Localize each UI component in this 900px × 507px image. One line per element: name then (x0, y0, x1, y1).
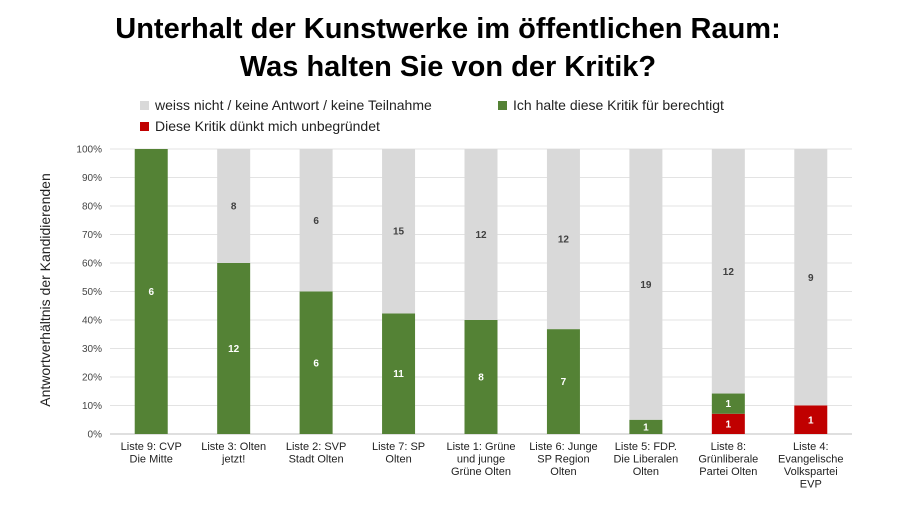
data-label: 7 (561, 377, 567, 388)
bar-justified (629, 419, 663, 434)
category-label: Grünliberale (698, 454, 758, 466)
category-label: Liste 5: FDP. (615, 441, 677, 453)
legend-swatch-unfounded (140, 122, 149, 131)
bar-unknown (711, 149, 745, 394)
data-label: 12 (723, 267, 735, 278)
y-tick-label: 60% (82, 259, 102, 270)
bar-justified (464, 320, 498, 434)
data-label: 1 (726, 399, 732, 410)
data-label: 1 (726, 419, 732, 430)
data-label: 1 (643, 422, 649, 433)
bar-unknown (629, 149, 663, 420)
y-tick-label: 40% (82, 316, 102, 327)
y-tick-label: 30% (82, 344, 102, 355)
bar-justified (711, 393, 745, 414)
data-label: 9 (808, 273, 814, 284)
y-axis-label: Antwortverhältnis der Kandidierenden (37, 173, 53, 406)
y-tick-label: 10% (82, 401, 102, 412)
data-label: 8 (231, 202, 237, 213)
category-label: Liste 3: Olten (201, 441, 266, 453)
y-tick-label: 80% (82, 202, 102, 213)
category-label: Olten (633, 466, 659, 478)
y-tick-label: 0% (88, 430, 103, 441)
category-label: Liste 9: CVP (121, 441, 182, 453)
y-tick-label: 90% (82, 173, 102, 184)
category-label: Liste 2: SVP (286, 441, 347, 453)
data-label: 12 (475, 230, 487, 241)
legend-label-unknown: weiss nicht / keine Antwort / keine Teil… (154, 97, 432, 113)
data-label: 8 (478, 373, 484, 384)
data-label: 6 (313, 358, 319, 369)
category-label: Stadt Olten (289, 454, 344, 466)
bars (134, 149, 828, 434)
bar-unknown (217, 149, 251, 263)
y-axis-ticks: 0% 10% 20% 30% 40% 50% 60% 70% 80% 90% 100% (76, 145, 102, 441)
category-label: Liste 4: (793, 441, 828, 453)
legend: weiss nicht / keine Antwort / keine Teil… (140, 97, 724, 134)
category-label: Grüne Olten (451, 466, 511, 478)
data-label: 15 (393, 227, 405, 238)
category-label: Liste 8: (711, 441, 746, 453)
legend-label-unfounded: Diese Kritik dünkt mich unbegründet (155, 118, 380, 134)
bar-unknown (382, 149, 416, 314)
category-label: Olten (550, 466, 576, 478)
category-label: Liste 6: Junge (529, 441, 598, 453)
data-label: 6 (148, 287, 154, 298)
y-tick-label: 70% (82, 230, 102, 241)
bar-unknown (546, 149, 580, 330)
y-tick-label: 100% (76, 145, 102, 156)
data-label: 12 (558, 235, 570, 246)
chart-title-line-1: Unterhalt der Kunstwerke im öffentlichen… (115, 13, 781, 45)
data-label: 11 (393, 369, 404, 380)
legend-swatch-justified (498, 101, 507, 110)
y-tick-label: 20% (82, 373, 102, 384)
category-label: EVP (800, 479, 822, 491)
chart-title-line-2: Was halten Sie von der Kritik? (240, 51, 656, 83)
legend-label-justified: Ich halte diese Kritik für berechtigt (513, 97, 724, 113)
data-label: 19 (640, 280, 652, 291)
category-label: Liste 7: SP (372, 441, 425, 453)
category-label: und junge (457, 454, 505, 466)
category-label: jetzt! (221, 454, 245, 466)
bar-unfounded (711, 413, 745, 434)
category-label: Partei Olten (699, 466, 757, 478)
category-label: Die Liberalen (613, 454, 678, 466)
category-label: SP Region (537, 454, 589, 466)
bar-justified (134, 149, 168, 434)
bar-justified (382, 313, 416, 434)
bar-unknown (794, 149, 828, 406)
data-label: 1 (808, 415, 814, 426)
category-label: Olten (385, 454, 411, 466)
data-label: 6 (313, 216, 319, 227)
y-tick-label: 50% (82, 287, 102, 298)
bar-unknown (464, 149, 498, 320)
bar-justified (299, 291, 333, 434)
legend-swatch-unknown (140, 101, 149, 110)
bar-unfounded (794, 405, 828, 434)
category-label: Evangelische (778, 454, 843, 466)
bar-justified (546, 329, 580, 434)
bar-justified (217, 263, 251, 434)
bar-unknown (299, 149, 333, 292)
data-label: 12 (228, 344, 240, 355)
category-label: Liste 1: Grüne (446, 441, 515, 453)
category-label: Die Mitte (130, 454, 173, 466)
category-label: Volkspartei (784, 466, 838, 478)
